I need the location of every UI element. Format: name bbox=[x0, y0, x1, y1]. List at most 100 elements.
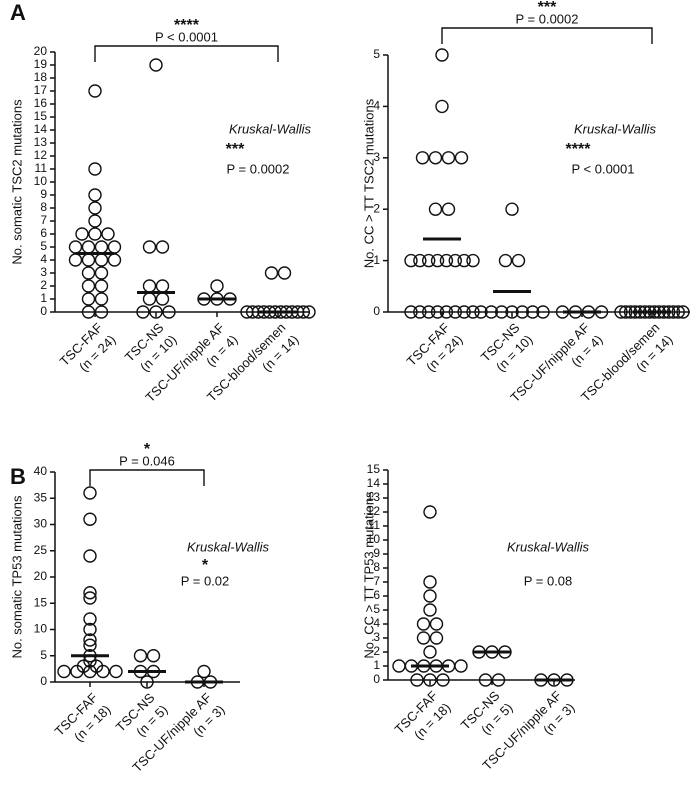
data-point bbox=[155, 240, 170, 254]
data-point bbox=[88, 227, 102, 241]
data-point bbox=[428, 151, 443, 165]
data-point bbox=[94, 292, 109, 306]
y-tick-label: 15 bbox=[367, 462, 381, 476]
data-point bbox=[264, 266, 279, 280]
data-point bbox=[404, 305, 418, 319]
y-tick-label: 15 bbox=[34, 109, 48, 123]
data-point bbox=[474, 305, 488, 319]
data-point bbox=[142, 240, 157, 254]
data-point bbox=[416, 631, 431, 645]
y-tick-label: 10 bbox=[34, 174, 48, 188]
data-point bbox=[75, 227, 89, 241]
data-point bbox=[240, 305, 254, 319]
data-point bbox=[94, 240, 109, 254]
y-tick-label: 0 bbox=[40, 304, 47, 318]
data-point bbox=[107, 253, 122, 267]
data-point bbox=[136, 305, 150, 319]
data-point bbox=[430, 305, 445, 319]
y-tick-label: 4 bbox=[40, 252, 47, 266]
data-point bbox=[140, 675, 154, 689]
data-point bbox=[81, 253, 96, 267]
data-point bbox=[457, 305, 471, 319]
y-tick-label: 4 bbox=[373, 99, 380, 113]
data-point bbox=[70, 664, 84, 679]
data-point bbox=[88, 84, 102, 98]
y-tick-label: 1 bbox=[373, 253, 380, 267]
panel-label: B bbox=[10, 464, 26, 489]
data-point bbox=[392, 659, 406, 673]
data-point bbox=[466, 253, 480, 268]
data-point bbox=[413, 253, 427, 268]
y-tick-label: 0 bbox=[40, 674, 47, 688]
y-tick-label: 3 bbox=[40, 265, 47, 279]
y-tick-label: 13 bbox=[367, 490, 381, 504]
data-point bbox=[671, 305, 685, 319]
y-tick-label: 5 bbox=[373, 602, 380, 616]
y-tick-label: 20 bbox=[34, 569, 48, 583]
y-tick-label: 2 bbox=[373, 201, 380, 215]
data-point bbox=[88, 188, 102, 202]
data-point bbox=[83, 664, 97, 679]
data-point bbox=[435, 48, 449, 62]
data-point bbox=[149, 58, 163, 72]
data-point bbox=[296, 305, 311, 319]
y-tick-label: 1 bbox=[40, 291, 47, 305]
data-point bbox=[423, 673, 437, 687]
data-point bbox=[81, 279, 96, 293]
data-point bbox=[83, 486, 97, 500]
data-point bbox=[142, 292, 157, 306]
data-point bbox=[466, 305, 480, 319]
data-point bbox=[494, 305, 509, 319]
data-point bbox=[83, 512, 97, 526]
data-point bbox=[302, 305, 316, 319]
data-point bbox=[435, 99, 449, 114]
y-tick-label: 3 bbox=[373, 150, 380, 164]
y-axis-label: No. CC > TT TP53 mutations bbox=[361, 491, 376, 659]
test-stars: **** bbox=[566, 141, 592, 158]
y-tick-label: 10 bbox=[367, 532, 381, 546]
test-p-value: P = 0.08 bbox=[524, 573, 573, 588]
data-point bbox=[197, 664, 211, 679]
data-point bbox=[457, 253, 471, 268]
data-point bbox=[210, 279, 224, 293]
data-point bbox=[83, 612, 97, 626]
data-point bbox=[162, 305, 176, 319]
y-axis-label: No. CC > TT TSC2 mutations bbox=[361, 98, 376, 268]
data-point bbox=[81, 292, 96, 306]
y-tick-label: 19 bbox=[34, 57, 48, 71]
data-point bbox=[429, 617, 444, 631]
test-p-value: P = 0.02 bbox=[181, 573, 230, 588]
data-point bbox=[619, 305, 633, 319]
data-point bbox=[498, 253, 513, 268]
data-point bbox=[491, 673, 506, 687]
data-point bbox=[423, 575, 437, 589]
y-tick-label: 7 bbox=[373, 574, 380, 588]
data-point bbox=[439, 253, 454, 268]
significance-bracket bbox=[89, 469, 205, 486]
data-point bbox=[448, 253, 462, 268]
data-point bbox=[536, 305, 550, 319]
data-point bbox=[441, 151, 456, 165]
y-tick-label: 20 bbox=[34, 44, 48, 58]
data-point bbox=[83, 591, 97, 605]
bracket-p-value: P = 0.0002 bbox=[515, 11, 578, 26]
test-p-value: P = 0.0002 bbox=[226, 161, 289, 176]
data-point bbox=[430, 253, 445, 268]
y-tick-label: 5 bbox=[40, 648, 47, 662]
data-point bbox=[505, 305, 519, 319]
bracket-stars: *** bbox=[538, 0, 557, 16]
data-point bbox=[133, 649, 148, 663]
y-tick-label: 9 bbox=[373, 546, 380, 560]
data-point bbox=[155, 279, 170, 293]
y-tick-label: 5 bbox=[373, 47, 380, 61]
data-point bbox=[68, 240, 83, 254]
y-tick-label: 9 bbox=[40, 187, 47, 201]
data-point bbox=[484, 305, 499, 319]
data-point bbox=[107, 240, 122, 254]
test-name: Kruskal-Wallis bbox=[574, 121, 657, 136]
y-tick-label: 2 bbox=[40, 278, 47, 292]
data-point bbox=[505, 202, 519, 216]
data-point bbox=[511, 253, 526, 268]
data-point bbox=[149, 305, 163, 319]
data-point bbox=[423, 505, 437, 519]
